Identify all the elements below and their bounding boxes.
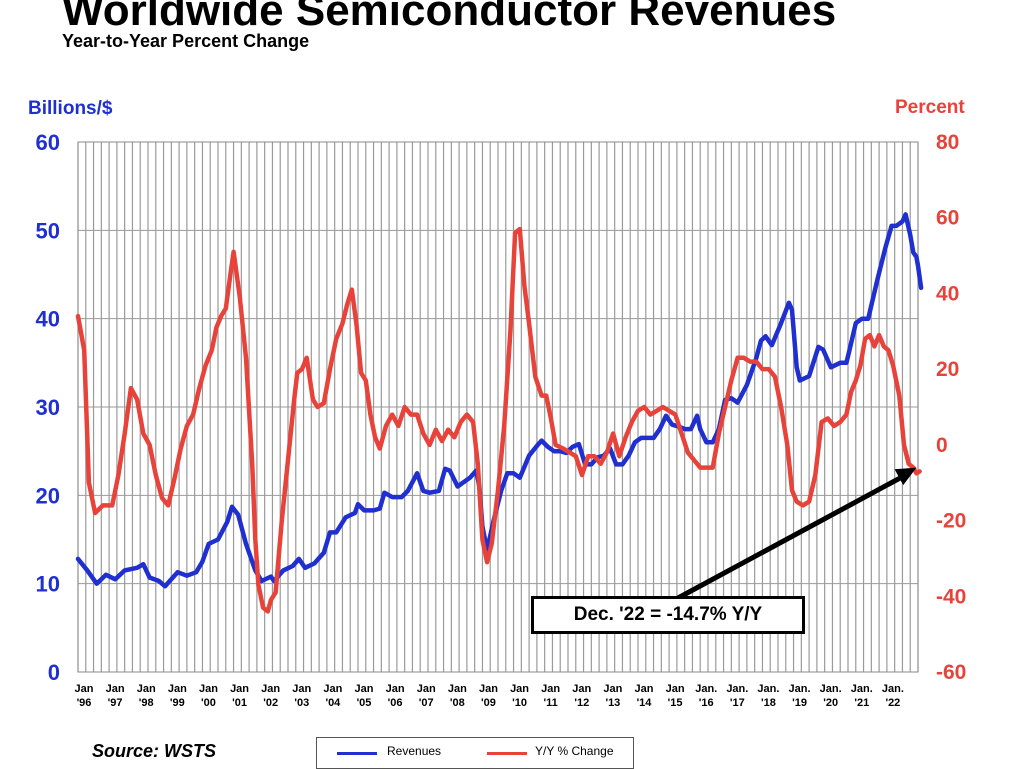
x-tick-label: Jan — [635, 683, 654, 695]
x-tick-label: '10 — [512, 697, 527, 709]
left-tick-label: 30 — [36, 395, 60, 420]
x-tick-label: '11 — [544, 697, 558, 709]
x-tick-label: Jan — [541, 683, 560, 695]
x-tick-label: Jan — [230, 683, 249, 695]
x-tick-label: Jan. — [882, 683, 904, 695]
x-tick-label: Jan. — [757, 683, 779, 695]
x-tick-label: '99 — [170, 697, 185, 709]
x-tick-label: '07 — [419, 697, 434, 709]
x-tick-label: '18 — [761, 697, 776, 709]
x-tick-label: Jan. — [726, 683, 748, 695]
x-tick-label: '03 — [294, 697, 309, 709]
right-tick-label: 40 — [936, 282, 959, 305]
revenues-line — [75, 212, 924, 589]
x-tick-label: '00 — [201, 697, 216, 709]
legend-revenues-label: Revenues — [387, 744, 442, 758]
x-tick-label: Jan — [510, 683, 529, 695]
left-tick-label: 20 — [36, 483, 60, 508]
x-tick-label: Jan — [355, 683, 374, 695]
legend: Revenues Y/Y % Change — [316, 737, 634, 769]
x-tick-label: Jan — [168, 683, 187, 695]
x-tick-label: Jan — [137, 683, 156, 695]
right-tick-label: -20 — [936, 510, 966, 533]
legend-yy-label: Y/Y % Change — [535, 744, 614, 758]
yy-change-line — [75, 226, 922, 614]
x-tick-label: '04 — [325, 697, 341, 709]
left-tick-label: 50 — [36, 218, 60, 243]
x-tick-label: Jan — [479, 683, 498, 695]
x-tick-label: '05 — [357, 697, 372, 709]
x-tick-label: '22 — [885, 697, 900, 709]
annotation-arrow-shaft — [676, 472, 908, 601]
x-tick-label: Jan — [666, 683, 685, 695]
right-axis-label: Percent — [895, 97, 965, 118]
x-tick-label: '12 — [574, 697, 589, 709]
x-tick-label: '15 — [668, 697, 683, 709]
right-tick-label: 20 — [936, 358, 959, 381]
x-tick-label: Jan — [323, 683, 342, 695]
right-tick-label: -60 — [936, 661, 966, 684]
x-tick-label: Jan — [106, 683, 125, 695]
left-tick-label: 40 — [36, 307, 60, 332]
x-tick-label: '14 — [637, 697, 653, 709]
left-axis-label: Billions/$ — [28, 98, 113, 119]
x-tick-label: Jan. — [820, 683, 842, 695]
x-tick-label: Jan — [199, 683, 218, 695]
left-tick-label: 60 — [36, 130, 60, 155]
x-tick-label: Jan — [572, 683, 591, 695]
x-tick-label: '08 — [450, 697, 465, 709]
x-tick-label: '02 — [263, 697, 278, 709]
x-tick-label: Jan — [603, 683, 622, 695]
x-tick-label: Jan. — [851, 683, 873, 695]
x-tick-label: Jan. — [789, 683, 811, 695]
x-tick-label: Jan. — [695, 683, 717, 695]
x-tick-label: '09 — [481, 697, 496, 709]
chart-subtitle: Year-to-Year Percent Change — [62, 31, 310, 51]
x-tick-label: Jan — [75, 683, 94, 695]
right-tick-label: 0 — [936, 434, 948, 457]
x-tick-label: Jan — [448, 683, 467, 695]
x-tick-label: Jan — [386, 683, 405, 695]
left-tick-label: 10 — [36, 572, 60, 597]
right-tick-label: 80 — [936, 131, 959, 154]
plot-border — [77, 141, 919, 673]
source-label: Source: WSTS — [92, 741, 217, 761]
x-tick-label: '01 — [232, 697, 247, 709]
x-tick-label: '20 — [823, 697, 838, 709]
left-tick-label: 0 — [48, 660, 60, 685]
annotation-callout: Dec. '22 = -14.7% Y/Y — [531, 596, 805, 634]
x-tick-label: '21 — [854, 697, 869, 709]
x-tick-label: '97 — [108, 697, 123, 709]
right-tick-label: 60 — [936, 207, 959, 230]
x-tick-label: '96 — [77, 697, 92, 709]
x-tick-label: '16 — [699, 697, 714, 709]
x-tick-label: '19 — [792, 697, 807, 709]
x-tick-label: '06 — [388, 697, 403, 709]
x-tick-label: '13 — [605, 697, 620, 709]
legend-yy-swatch — [487, 752, 527, 755]
semiconductor-revenue-chart: 0 10 20 30 40 50 60 -60 -40 -20 0 20 40 60 80 Jan '96 Jan… — [36, 130, 967, 709]
x-tick-label: '17 — [730, 697, 745, 709]
x-tick-label: Jan — [261, 683, 280, 695]
legend-revenues-swatch — [337, 752, 377, 755]
x-tick-label: Jan — [292, 683, 311, 695]
chart-title: Worldwide Semiconductor Revenues — [62, 0, 837, 35]
right-tick-label: -40 — [936, 585, 966, 608]
x-tick-label: '98 — [139, 697, 154, 709]
x-tick-label: Jan — [417, 683, 436, 695]
annotation-arrow-head — [894, 467, 917, 486]
